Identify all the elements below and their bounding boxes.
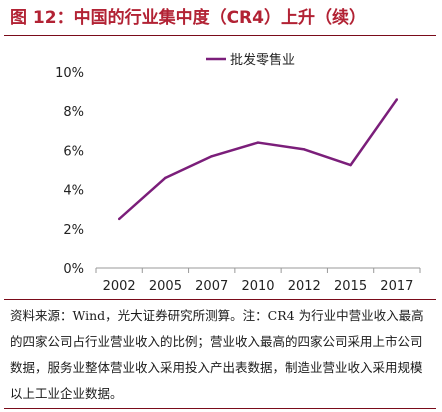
data-point	[210, 155, 213, 158]
x-tick-label: 2007	[195, 279, 228, 294]
y-tick-label: 2%	[63, 223, 84, 238]
data-point	[256, 141, 260, 144]
data-point	[395, 98, 399, 101]
x-tick-label: 2002	[103, 279, 136, 294]
data-point	[349, 163, 352, 167]
series-line	[118, 98, 398, 220]
x-tick-label: 2015	[334, 279, 367, 294]
figure-title: 图 12：中国的行业集中度（CR4）上升（续）	[10, 8, 366, 28]
bottom-rule	[4, 408, 436, 409]
data-point	[164, 176, 167, 180]
y-tick-label: 10%	[55, 66, 84, 81]
top-rule	[4, 35, 436, 36]
y-tick-label: 8%	[63, 105, 84, 120]
y-tick-label: 0%	[63, 262, 84, 277]
x-tick-label: 2010	[241, 279, 274, 294]
x-tick-label: 2012	[288, 279, 321, 294]
middle-rule	[4, 299, 436, 300]
plot-area	[117, 98, 399, 221]
source-note: 资料来源：Wind，光大证券研究所测算。注：CR4 为行业中营业收入最高的四家公…	[10, 308, 424, 401]
y-axis: 0% 2% 4% 6% 8% 10%	[55, 66, 84, 277]
data-point	[303, 148, 306, 151]
data-point	[117, 217, 121, 221]
x-tick-label: 2017	[380, 279, 413, 294]
legend-label: 批发零售业	[230, 52, 295, 68]
y-tick-label: 6%	[63, 144, 84, 159]
x-tick-label: 2005	[149, 279, 182, 294]
x-axis: 2002 2005 2007 2010 2012 2015 2017	[95, 267, 421, 294]
line-chart: 批发零售业 0% 2% 4% 6% 8% 10% 2002 2005 2007 2010 2012…	[55, 52, 421, 294]
legend: 批发零售业	[206, 52, 295, 68]
y-tick-label: 4%	[63, 184, 84, 199]
